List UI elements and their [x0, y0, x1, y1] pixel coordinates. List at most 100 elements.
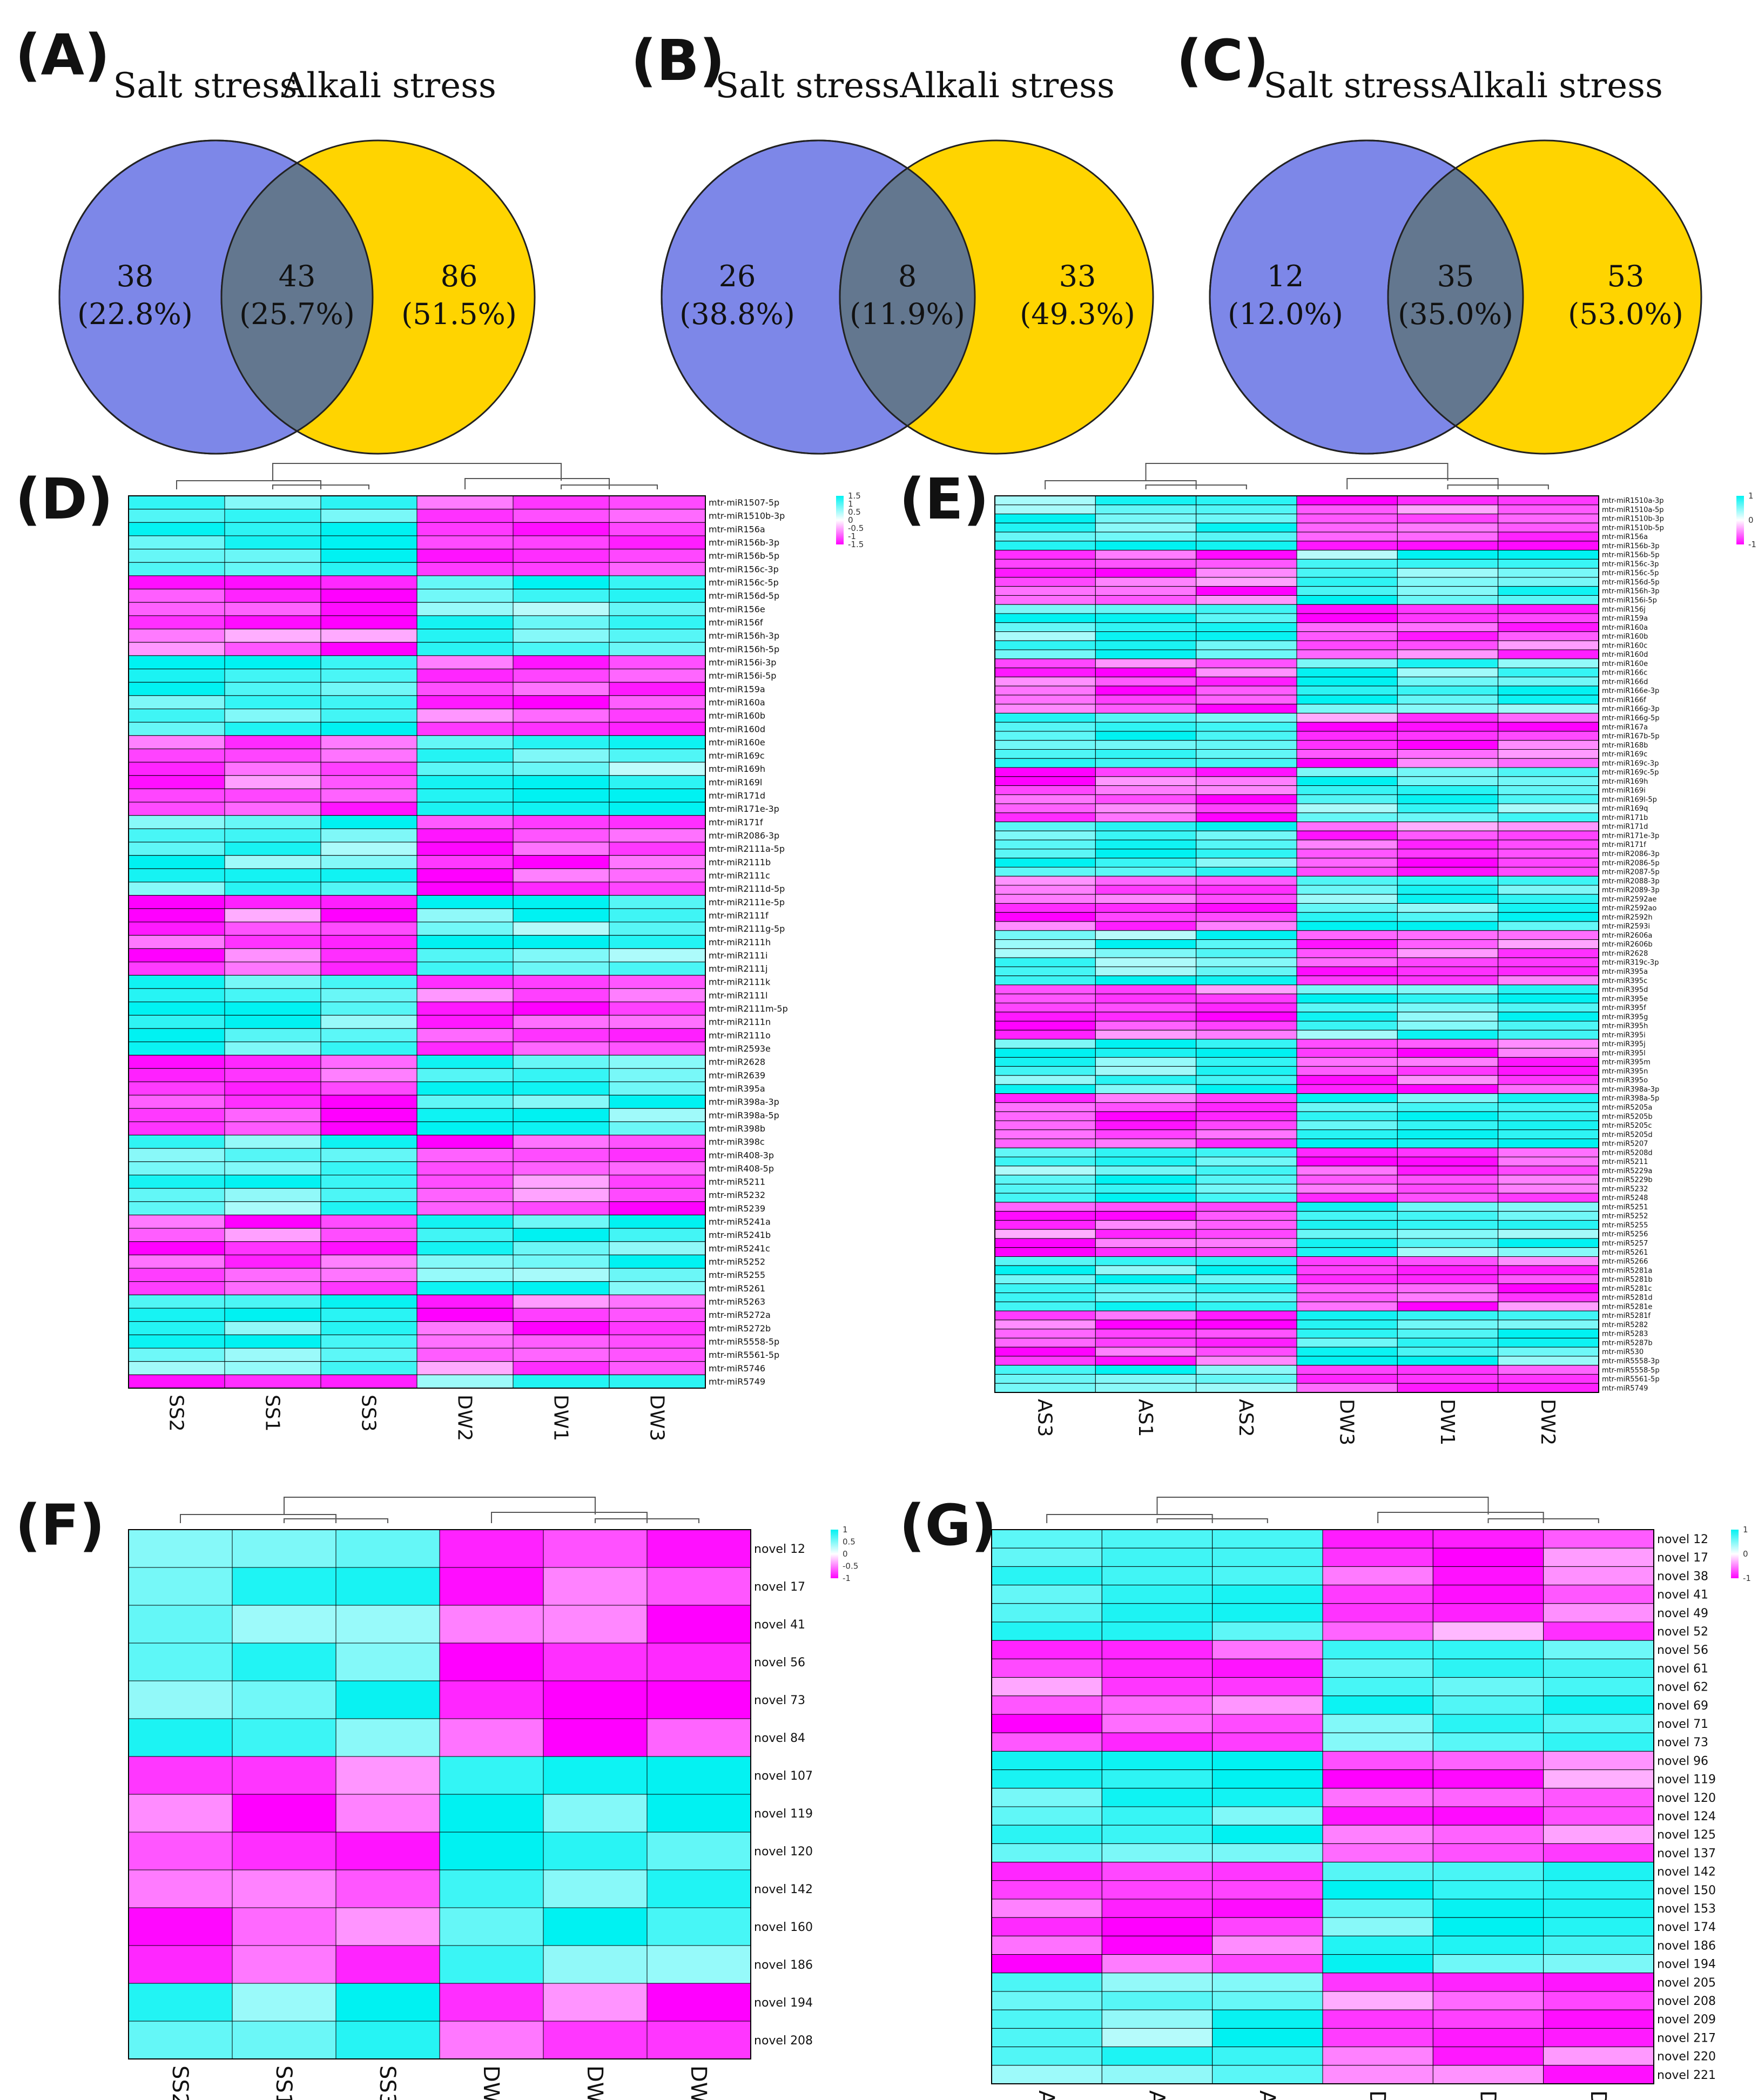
heatmap-cell: [1498, 885, 1599, 895]
heatmap-cell: [1296, 712, 1398, 723]
heatmap-cell: [1296, 495, 1398, 506]
row-label: novel 160: [754, 1921, 813, 1934]
heatmap-cell: [416, 815, 514, 829]
heatmap-cell: [1397, 731, 1499, 741]
row-label: novel 107: [754, 1769, 813, 1783]
heatmap-cell: [1296, 1057, 1398, 1067]
heatmap-cell: [1543, 1640, 1654, 1659]
venn-right-percent: (49.3%): [1020, 297, 1135, 331]
alkali-stress-label: Alkali stress: [1447, 66, 1663, 106]
heatmap-cell: [1432, 1677, 1544, 1697]
heatmap-cell: [994, 966, 1096, 977]
heatmap-cell: [128, 655, 225, 670]
heatmap-cell: [224, 1361, 321, 1375]
heatmap-cell: [1397, 1048, 1499, 1058]
heatmap-cell: [991, 2009, 1102, 2029]
heatmap-cell: [1397, 1365, 1499, 1375]
heatmap-cell: [609, 1268, 706, 1282]
heatmap-cell: [1498, 1120, 1599, 1130]
heatmap-cell: [1432, 2065, 1544, 2084]
heatmap-cell: [320, 575, 417, 590]
heatmap-cell: [416, 575, 514, 590]
heatmap-cell: [1095, 849, 1197, 859]
row-label: mtr-miR395f: [1602, 1004, 1646, 1012]
heatmap-cell: [1296, 1048, 1398, 1058]
heatmap-cell: [1296, 957, 1398, 967]
heatmap-cell: [416, 842, 514, 856]
heatmap-cell: [224, 1294, 321, 1309]
heatmap-cell: [224, 709, 321, 723]
heatmap-cell: [609, 868, 706, 883]
row-label: mtr-miR395n: [1602, 1067, 1648, 1075]
heatmap-cell: [994, 812, 1096, 823]
heatmap-cell: [1498, 975, 1599, 985]
row-label: mtr-miR5272b: [709, 1323, 771, 1334]
venn-2: Salt stress Alkali stress26(38.8%)8(11.9%…: [661, 66, 1154, 455]
row-label: mtr-miR2088-3p: [1602, 877, 1660, 885]
heatmap-cell: [1095, 1093, 1197, 1103]
heatmap-cell: [128, 1041, 225, 1056]
heatmap-cell: [335, 1567, 440, 1606]
heatmap-cell: [1296, 975, 1398, 985]
heatmap-cell: [994, 1129, 1096, 1140]
heatmap-cell: [1322, 1677, 1433, 1697]
heatmap-cell: [1196, 921, 1297, 931]
heatmap-cell: [1498, 1247, 1599, 1257]
heatmap-cell: [609, 775, 706, 789]
heatmap-cell: [513, 1174, 610, 1189]
heatmap-cell: [609, 788, 706, 803]
heatmap-cell: [232, 1643, 336, 1681]
heatmap-cell: [320, 549, 417, 563]
legend-bar: [836, 496, 844, 544]
heatmap-cell: [1296, 894, 1398, 904]
heatmap-cell: [543, 2021, 648, 2059]
heatmap-cell: [416, 802, 514, 816]
heatmap-cell: [543, 1756, 648, 1795]
heatmap-cell: [320, 855, 417, 869]
row-label: mtr-miR5232: [1602, 1185, 1648, 1193]
heatmap-cell: [1322, 1751, 1433, 1771]
heatmap-cell: [994, 1021, 1096, 1031]
column-label: SS2: [167, 2065, 192, 2100]
heatmap-cell: [609, 1148, 706, 1162]
heatmap-cell: [994, 712, 1096, 723]
heatmap-cell: [609, 735, 706, 749]
row-label: mtr-miR1510b-3p: [1602, 515, 1664, 523]
heatmap-cell: [513, 602, 610, 616]
heatmap-cell: [1397, 1310, 1499, 1321]
heatmap-cell: [232, 1794, 336, 1833]
heatmap-cell: [994, 1301, 1096, 1311]
heatmap-cell: [1432, 1806, 1544, 1826]
heatmap-cell: [128, 1148, 225, 1162]
heatmap-cell: [1095, 966, 1197, 977]
heatmap-cell: [994, 604, 1096, 614]
row-label: mtr-miR1510a-5p: [1602, 506, 1664, 514]
row-label: mtr-miR156d-5p: [709, 591, 779, 601]
heatmap-cell: [224, 815, 321, 829]
heatmap-cell: [1196, 1211, 1297, 1221]
heatmap-cell: [609, 762, 706, 776]
heatmap-cell: [513, 522, 610, 536]
row-label: mtr-miR5561-5p: [1602, 1376, 1660, 1384]
row-label: mtr-miR169c: [709, 751, 765, 761]
row-label: mtr-miR160c: [1602, 642, 1647, 650]
heatmap-cell: [1498, 522, 1599, 533]
heatmap-cell: [991, 1862, 1102, 1881]
heatmap-cell: [646, 1945, 751, 1984]
heatmap-cell: [991, 1825, 1102, 1844]
row-label: mtr-miR5229b: [1602, 1176, 1653, 1184]
heatmap-cell: [335, 1756, 440, 1795]
heatmap-cell: [128, 495, 225, 510]
heatmap-cell: [1543, 2028, 1654, 2048]
heatmap-cell: [1296, 993, 1398, 1004]
venn-left-percent: (38.8%): [679, 297, 795, 331]
heatmap-cell: [224, 602, 321, 616]
heatmap-cell: [609, 1174, 706, 1189]
heatmap-cell: [994, 631, 1096, 641]
heatmap-cell: [513, 802, 610, 816]
heatmap-cell: [232, 1945, 336, 1984]
row-label: mtr-miR167a: [1602, 723, 1648, 731]
heatmap-cell: [1543, 1880, 1654, 1900]
heatmap-cell: [991, 1788, 1102, 1807]
heatmap-cell: [1397, 930, 1499, 940]
